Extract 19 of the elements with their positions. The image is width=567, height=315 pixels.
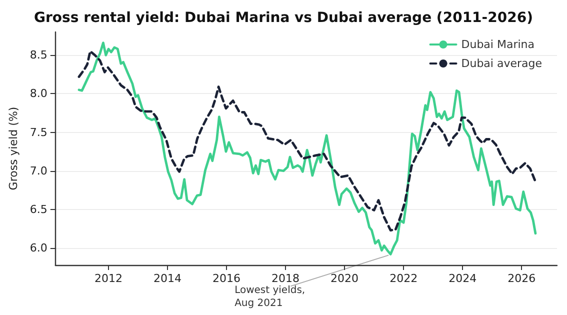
y-tick-label: 7.5 [30, 126, 48, 139]
y-tick-label: 8.5 [30, 48, 48, 62]
chart-title: Gross rental yield: Dubai Marina vs Dubai average (2011-2026) [34, 10, 533, 26]
x-tick-label: 2018 [272, 272, 300, 285]
x-tick-label: 2014 [154, 272, 182, 285]
x-tick-label: 2012 [94, 272, 123, 285]
legend-label: Dubai Marina [461, 38, 534, 51]
legend-label: Dubai average [461, 57, 542, 70]
annotation: Lowest yields, Aug 2021 [234, 285, 306, 310]
y-tick-label: 8.0 [30, 87, 48, 100]
x-tick-label: 2024 [448, 272, 477, 285]
x-tick-label: 2026 [508, 272, 536, 285]
x-tick-label: 2016 [212, 272, 241, 285]
x-tick-label: 2022 [390, 272, 418, 285]
y-axis-title: Gross yield (%) [7, 106, 20, 190]
x-tick-label: 2020 [330, 272, 359, 285]
y-tick-label: 6.0 [30, 242, 48, 255]
y-tick-label: 7.0 [30, 164, 48, 178]
y-tick-label: 6.5 [30, 202, 48, 216]
